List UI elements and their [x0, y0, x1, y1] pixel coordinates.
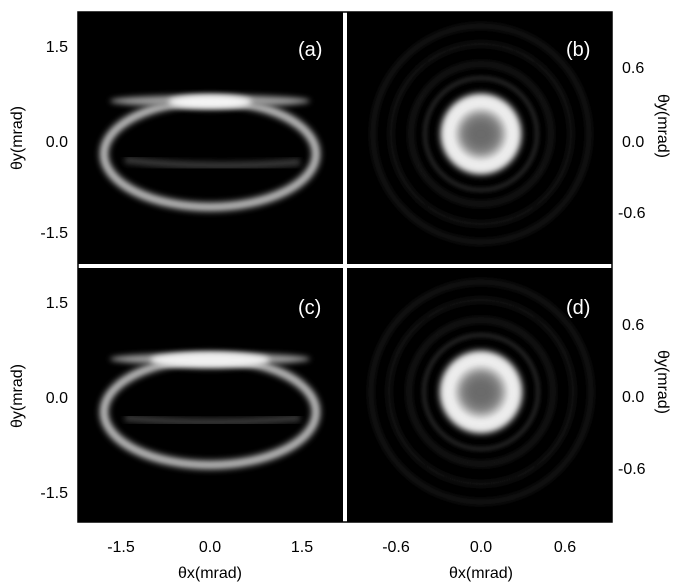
xtick-left-3: 1.5 — [291, 539, 313, 556]
ellipse-ring-pattern — [99, 95, 321, 212]
outer-frame — [77, 11, 613, 523]
xtick-left-2: 0.0 — [199, 539, 221, 556]
xtick-right-1: -0.6 — [382, 539, 410, 556]
xlabel-left: θx(mrad) — [178, 565, 242, 582]
ytick-left-bottom-3: -1.5 — [40, 485, 68, 502]
ytick-left-top-3: -1.5 — [40, 225, 68, 242]
ylabel-left-bottom: θy(mrad) — [9, 364, 26, 428]
ytick-left-bottom-2: 0.0 — [46, 390, 68, 407]
ytick-right-bottom-3: -0.6 — [618, 461, 646, 478]
ytick-right-bottom-1: 0.6 — [622, 317, 644, 334]
panel-label-b: (b) — [566, 39, 590, 61]
ytick-left-top-1: 1.5 — [46, 39, 68, 56]
panel-d: (d) — [347, 268, 612, 522]
donut-pattern — [371, 24, 591, 244]
ytick-right-bottom-2: 0.0 — [622, 389, 644, 406]
panel-a: (a) — [78, 12, 343, 264]
xlabel-right: θx(mrad) — [449, 565, 513, 582]
ytick-right-top-3: -0.6 — [618, 205, 646, 222]
donut-pattern — [369, 280, 593, 504]
ytick-left-top-2: 0.0 — [46, 134, 68, 151]
panel-b: (b) — [347, 12, 612, 264]
xtick-right-3: 0.6 — [554, 539, 576, 556]
tick-marks — [78, 12, 612, 522]
ylabel-right-top: θy(mrad) — [654, 94, 671, 158]
xtick-left-1: -1.5 — [107, 539, 135, 556]
panel-label-a: (a) — [298, 39, 322, 61]
panel-c: (c) — [78, 268, 343, 522]
xtick-right-2: 0.0 — [470, 539, 492, 556]
ytick-left-bottom-1: 1.5 — [46, 295, 68, 312]
ylabel-left-top: θy(mrad) — [9, 106, 26, 170]
ytick-right-top-1: 0.6 — [622, 60, 644, 77]
ellipse-ring-pattern — [99, 352, 321, 470]
ytick-right-top-2: 0.0 — [622, 134, 644, 151]
panel-label-c: (c) — [298, 297, 321, 319]
panel-label-d: (d) — [566, 297, 590, 319]
ylabel-right-bottom: θy(mrad) — [654, 350, 671, 414]
